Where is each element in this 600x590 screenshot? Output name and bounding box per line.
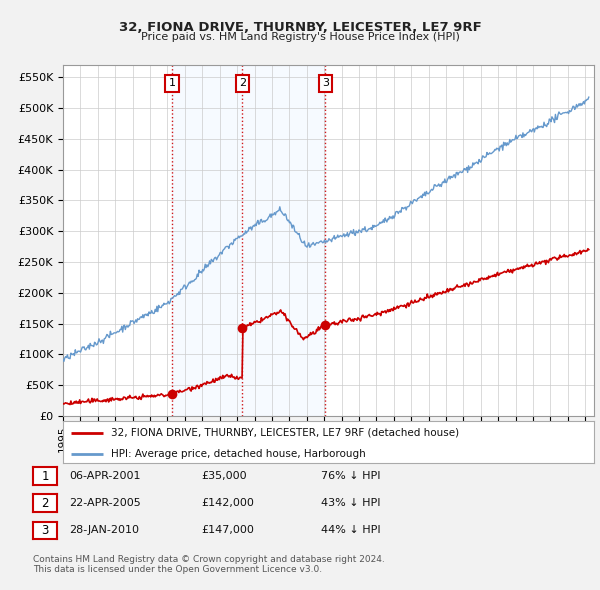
Text: 22-APR-2005: 22-APR-2005 [69, 499, 141, 508]
Text: 2: 2 [41, 497, 49, 510]
Text: £142,000: £142,000 [201, 499, 254, 508]
Text: 32, FIONA DRIVE, THURNBY, LEICESTER, LE7 9RF (detached house): 32, FIONA DRIVE, THURNBY, LEICESTER, LE7… [111, 428, 459, 438]
Text: 44% ↓ HPI: 44% ↓ HPI [321, 526, 380, 535]
Text: 3: 3 [322, 78, 329, 88]
Bar [172, 65, 325, 416]
Text: 32, FIONA DRIVE, THURNBY, LEICESTER, LE7 9RF: 32, FIONA DRIVE, THURNBY, LEICESTER, LE7… [119, 21, 481, 34]
Text: 1: 1 [41, 470, 49, 483]
Text: HPI: Average price, detached house, Harborough: HPI: Average price, detached house, Harb… [111, 449, 365, 459]
Text: £147,000: £147,000 [201, 526, 254, 535]
Text: 1: 1 [169, 78, 176, 88]
Text: Price paid vs. HM Land Registry's House Price Index (HPI): Price paid vs. HM Land Registry's House … [140, 32, 460, 42]
Text: 2: 2 [239, 78, 246, 88]
Text: 06-APR-2001: 06-APR-2001 [69, 471, 140, 481]
Text: 28-JAN-2010: 28-JAN-2010 [69, 526, 139, 535]
Text: 43% ↓ HPI: 43% ↓ HPI [321, 499, 380, 508]
Text: 3: 3 [41, 524, 49, 537]
Text: £35,000: £35,000 [201, 471, 247, 481]
Text: Contains HM Land Registry data © Crown copyright and database right 2024.
This d: Contains HM Land Registry data © Crown c… [33, 555, 385, 574]
Text: 76% ↓ HPI: 76% ↓ HPI [321, 471, 380, 481]
